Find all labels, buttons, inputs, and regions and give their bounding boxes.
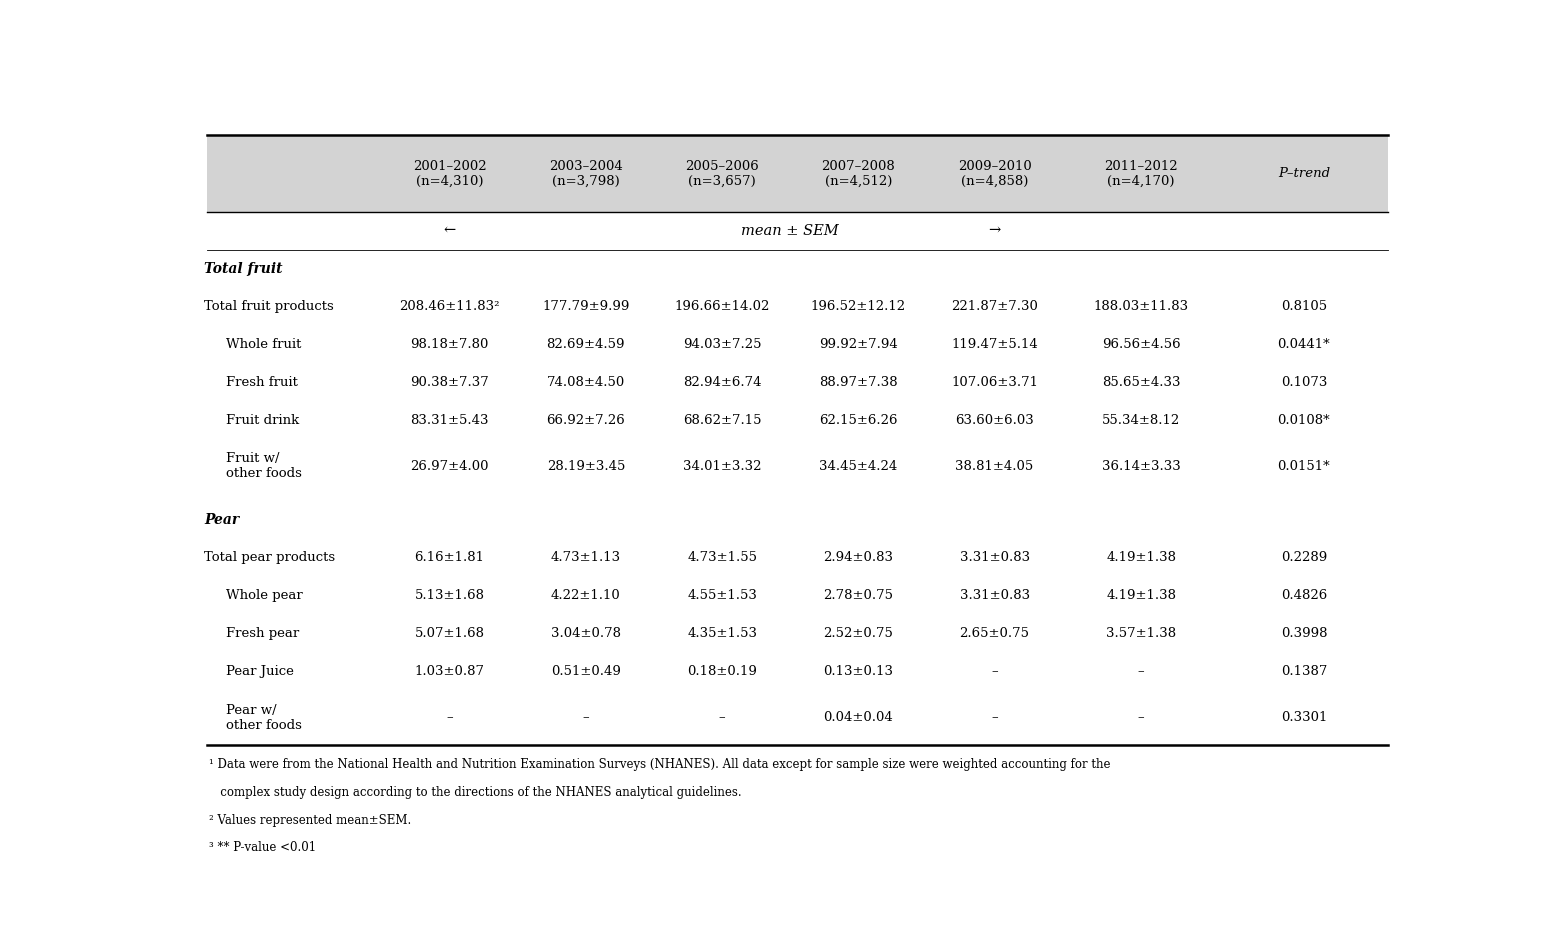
Text: 0.0151*: 0.0151* — [1277, 460, 1330, 473]
Text: 83.31±5.43: 83.31±5.43 — [411, 413, 489, 427]
Text: 0.0108*: 0.0108* — [1277, 413, 1330, 427]
Text: Fresh pear: Fresh pear — [226, 627, 299, 640]
Text: 196.52±12.12: 196.52±12.12 — [811, 300, 906, 313]
Text: –: – — [1137, 665, 1145, 678]
Text: 0.18±0.19: 0.18±0.19 — [688, 665, 758, 678]
Text: 3.31±0.83: 3.31±0.83 — [960, 589, 1030, 603]
Text: 2.52±0.75: 2.52±0.75 — [823, 627, 893, 640]
Text: Total fruit: Total fruit — [204, 262, 283, 275]
Text: 177.79±9.99: 177.79±9.99 — [541, 300, 630, 313]
Text: 5.13±1.68: 5.13±1.68 — [414, 589, 484, 603]
Text: 0.1073: 0.1073 — [1281, 376, 1327, 389]
Text: 0.3301: 0.3301 — [1281, 711, 1327, 725]
Text: 96.56±4.56: 96.56±4.56 — [1102, 338, 1181, 351]
Text: 188.03±11.83: 188.03±11.83 — [1094, 300, 1189, 313]
Text: 34.45±4.24: 34.45±4.24 — [818, 460, 898, 473]
Text: 5.07±1.68: 5.07±1.68 — [414, 627, 484, 640]
Text: Total pear products: Total pear products — [204, 552, 335, 565]
Text: 2.65±0.75: 2.65±0.75 — [960, 627, 1030, 640]
Text: →: → — [988, 224, 1001, 237]
Text: 62.15±6.26: 62.15±6.26 — [818, 413, 898, 427]
Text: Pear: Pear — [204, 513, 240, 527]
Text: 107.06±3.71: 107.06±3.71 — [951, 376, 1038, 389]
Text: –: – — [991, 711, 997, 725]
Text: 0.4826: 0.4826 — [1281, 589, 1327, 603]
Text: 38.81±4.05: 38.81±4.05 — [955, 460, 1033, 473]
Text: 66.92±7.26: 66.92±7.26 — [546, 413, 626, 427]
Text: 6.16±1.81: 6.16±1.81 — [414, 552, 484, 565]
Text: 2005–2006
(n=3,657): 2005–2006 (n=3,657) — [685, 160, 759, 187]
Text: 0.51±0.49: 0.51±0.49 — [551, 665, 621, 678]
Text: 63.60±6.03: 63.60±6.03 — [955, 413, 1035, 427]
Text: 0.3998: 0.3998 — [1281, 627, 1327, 640]
Text: Total fruit products: Total fruit products — [204, 300, 335, 313]
Text: 2003–2004
(n=3,798): 2003–2004 (n=3,798) — [549, 160, 622, 187]
Text: –: – — [991, 665, 997, 678]
Text: 88.97±7.38: 88.97±7.38 — [818, 376, 898, 389]
Text: 85.65±4.33: 85.65±4.33 — [1102, 376, 1181, 389]
Text: Pear Juice: Pear Juice — [226, 665, 294, 678]
Text: 34.01±3.32: 34.01±3.32 — [683, 460, 761, 473]
Text: Fresh fruit: Fresh fruit — [226, 376, 297, 389]
Text: 119.47±5.14: 119.47±5.14 — [951, 338, 1038, 351]
Text: 4.19±1.38: 4.19±1.38 — [1106, 552, 1176, 565]
Text: –: – — [719, 711, 725, 725]
Text: 2.78±0.75: 2.78±0.75 — [823, 589, 893, 603]
Text: 98.18±7.80: 98.18±7.80 — [411, 338, 489, 351]
Text: ←: ← — [443, 224, 456, 237]
Text: 208.46±11.83²: 208.46±11.83² — [400, 300, 499, 313]
Text: 82.69±4.59: 82.69±4.59 — [546, 338, 626, 351]
Text: 99.92±7.94: 99.92±7.94 — [818, 338, 898, 351]
Text: 4.19±1.38: 4.19±1.38 — [1106, 589, 1176, 603]
Text: ¹ Data were from the National Health and Nutrition Examination Surveys (NHANES).: ¹ Data were from the National Health and… — [209, 758, 1111, 771]
Text: 3.57±1.38: 3.57±1.38 — [1106, 627, 1176, 640]
Text: Whole fruit: Whole fruit — [226, 338, 302, 351]
Text: 4.22±1.10: 4.22±1.10 — [551, 589, 621, 603]
Text: 28.19±3.45: 28.19±3.45 — [546, 460, 626, 473]
Text: 4.73±1.55: 4.73±1.55 — [688, 552, 758, 565]
Text: 26.97±4.00: 26.97±4.00 — [411, 460, 489, 473]
Text: 74.08±4.50: 74.08±4.50 — [546, 376, 626, 389]
Text: 94.03±7.25: 94.03±7.25 — [683, 338, 761, 351]
Text: 196.66±14.02: 196.66±14.02 — [674, 300, 770, 313]
Text: 82.94±6.74: 82.94±6.74 — [683, 376, 761, 389]
Text: Whole pear: Whole pear — [226, 589, 302, 603]
Text: 4.55±1.53: 4.55±1.53 — [688, 589, 758, 603]
Text: Fruit w/
other foods: Fruit w/ other foods — [226, 452, 302, 481]
Text: P–trend: P–trend — [1277, 167, 1330, 180]
Text: ² Values represented mean±SEM.: ² Values represented mean±SEM. — [209, 814, 411, 827]
Text: 0.2289: 0.2289 — [1281, 552, 1327, 565]
Text: ³ ** P-value <0.01: ³ ** P-value <0.01 — [209, 841, 316, 854]
Text: 3.04±0.78: 3.04±0.78 — [551, 627, 621, 640]
FancyBboxPatch shape — [207, 135, 1388, 212]
Text: Pear w/
other foods: Pear w/ other foods — [226, 704, 302, 732]
Text: 55.34±8.12: 55.34±8.12 — [1102, 413, 1181, 427]
Text: 2007–2008
(n=4,512): 2007–2008 (n=4,512) — [822, 160, 895, 187]
Text: 0.1387: 0.1387 — [1281, 665, 1327, 678]
Text: 2.94±0.83: 2.94±0.83 — [823, 552, 893, 565]
Text: 2011–2012
(n=4,170): 2011–2012 (n=4,170) — [1105, 160, 1178, 187]
Text: 4.35±1.53: 4.35±1.53 — [688, 627, 758, 640]
Text: Fruit drink: Fruit drink — [226, 413, 299, 427]
Text: 68.62±7.15: 68.62±7.15 — [683, 413, 761, 427]
Text: 4.73±1.13: 4.73±1.13 — [551, 552, 621, 565]
Text: complex study design according to the directions of the NHANES analytical guidel: complex study design according to the di… — [209, 786, 742, 798]
Text: mean ± SEM: mean ± SEM — [741, 224, 839, 237]
Text: –: – — [582, 711, 590, 725]
Text: 0.0441*: 0.0441* — [1277, 338, 1330, 351]
Text: 2001–2002
(n=4,310): 2001–2002 (n=4,310) — [412, 160, 487, 187]
Text: 221.87±7.30: 221.87±7.30 — [951, 300, 1038, 313]
Text: 0.04±0.04: 0.04±0.04 — [823, 711, 893, 725]
Text: 2009–2010
(n=4,858): 2009–2010 (n=4,858) — [958, 160, 1032, 187]
Text: –: – — [447, 711, 453, 725]
Text: 3.31±0.83: 3.31±0.83 — [960, 552, 1030, 565]
Text: 0.8105: 0.8105 — [1281, 300, 1327, 313]
Text: 36.14±3.33: 36.14±3.33 — [1102, 460, 1181, 473]
Text: 90.38±7.37: 90.38±7.37 — [411, 376, 489, 389]
Text: –: – — [1137, 711, 1145, 725]
Text: 0.13±0.13: 0.13±0.13 — [823, 665, 893, 678]
Text: 1.03±0.87: 1.03±0.87 — [414, 665, 484, 678]
